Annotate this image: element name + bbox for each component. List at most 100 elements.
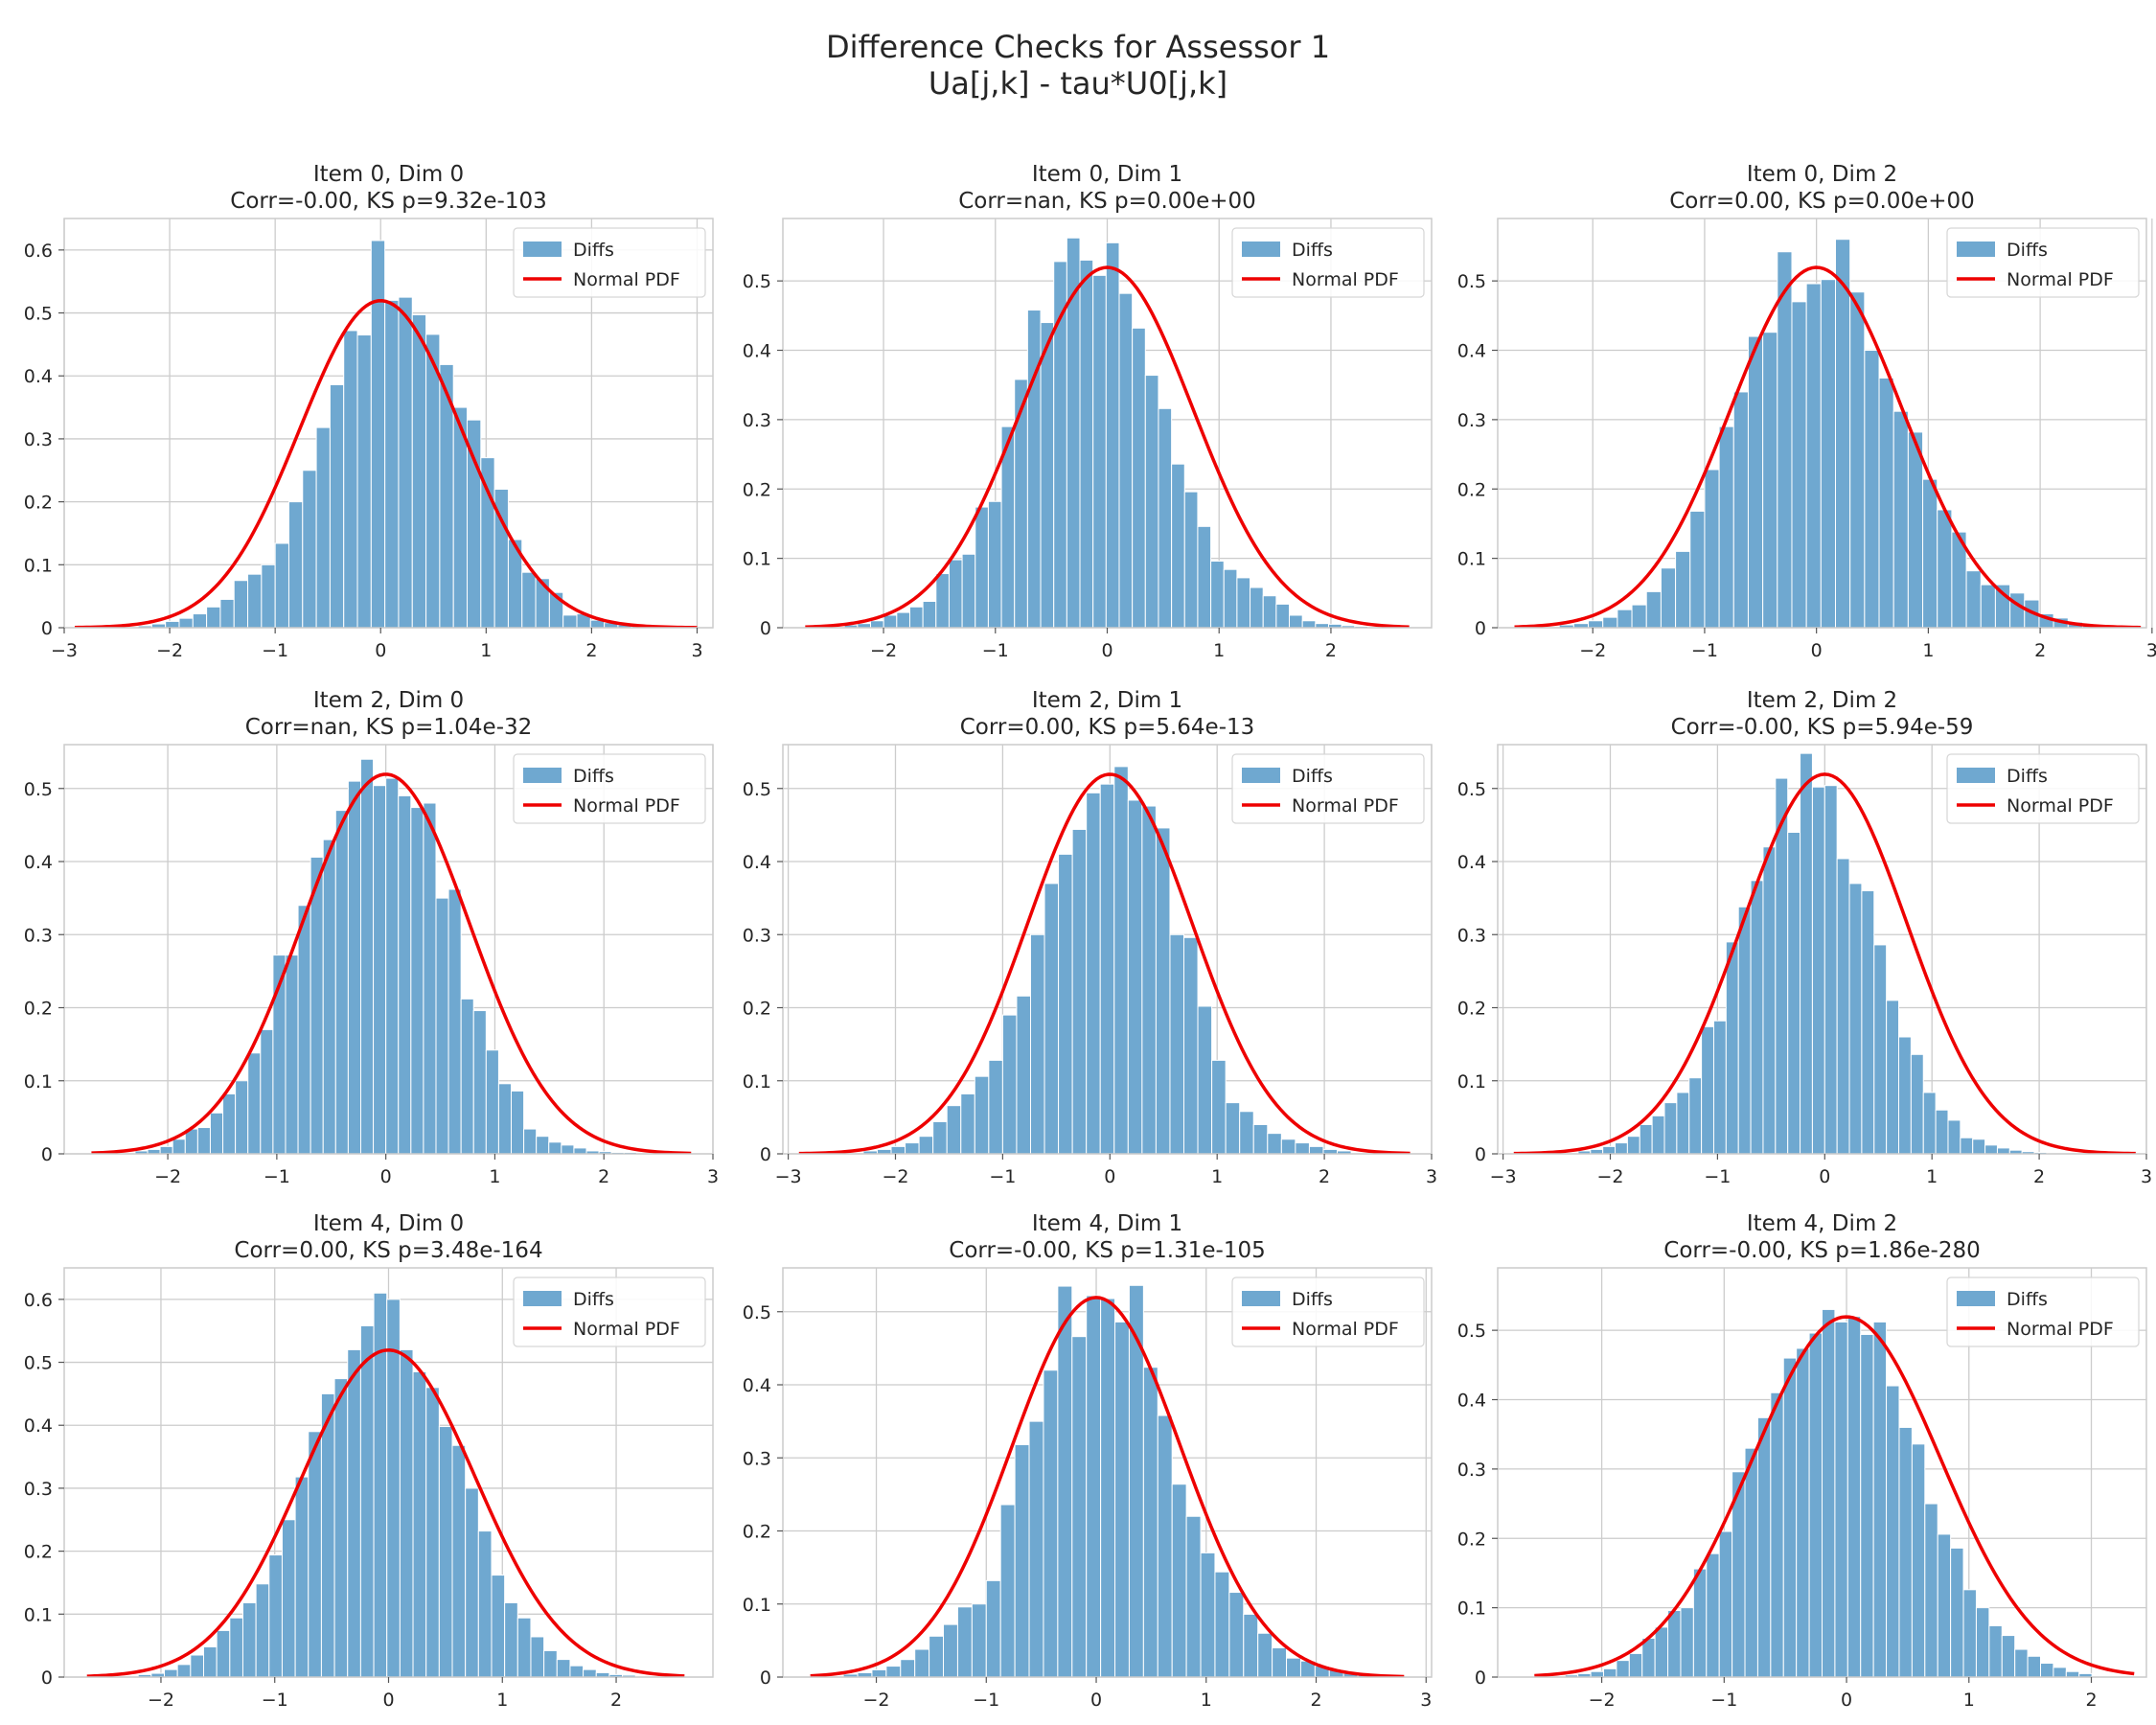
x-tick-label: 2 [2085,1690,2097,1711]
legend: Diffs Normal PDF [513,1276,706,1347]
histogram-bar [1040,322,1055,628]
histogram-bar [1617,609,1633,628]
histogram-bar [1910,1053,1924,1154]
subplot-7: −2 −1 0 1 2 3 0 0.1 0.2 0.3 0.4 0.5 Item 4, Dim 1Cor… [743,1211,1433,1711]
histogram-bar [943,1623,958,1677]
x-tick-label: 3 [2141,1166,2152,1187]
subplot-2: −2 −1 0 1 2 3 0 0.1 0.2 0.3 0.4 0.5 Item 0, Dim 2Cor… [1457,162,2156,661]
y-tick-label: 0 [41,1668,53,1689]
histogram-bar [1267,1133,1282,1154]
normal-pdf-curve [805,265,1410,628]
histogram-bar [1615,1142,1628,1154]
histogram-bar [411,314,427,628]
histogram-bar [308,1431,322,1677]
histogram-bar [1692,1568,1708,1677]
histogram-bar [1860,1333,1874,1677]
legend-swatch-diffs [1957,1291,1995,1306]
x-tick-label: 0 [1090,1690,1102,1711]
histogram-bar [1641,1637,1656,1677]
legend: Diffs Normal PDF [1231,227,1425,298]
axes-frame [1497,744,2147,1155]
x-tick-label: 1 [496,1690,508,1711]
bars [1564,1308,2093,1677]
histogram-bar [1014,379,1028,628]
histogram-bar [1750,880,1764,1154]
histogram-bar [1118,292,1134,628]
histogram-bar [451,1444,467,1677]
histogram-bar [1228,1592,1245,1677]
histogram-bar [1744,1447,1758,1677]
histogram-bar [573,1147,587,1154]
histogram-bar [477,1530,493,1677]
y-tick-label: 0.5 [24,1353,53,1374]
histogram-bar [322,839,336,1154]
legend-label-normal: Normal PDF [573,795,680,816]
histogram-bar [268,1554,283,1677]
y-tick-label: 0.2 [743,999,771,1020]
y-tick-label: 0.4 [743,341,771,362]
legend-swatch-diffs [523,242,562,257]
legend-label-diffs: Diffs [2007,240,2048,261]
x-tick-label: 3 [1420,1690,1432,1711]
y-tick-label: 0.4 [743,852,771,873]
histogram-bar [1016,995,1031,1154]
histogram-bar [556,1659,571,1677]
histogram-bar [385,777,400,1154]
x-tick-label: −2 [154,1166,181,1187]
y-tick-label: 0.2 [24,999,53,1020]
histogram-bar [1029,933,1045,1154]
histogram-bar [216,1629,231,1677]
histogram-bar [1044,883,1060,1154]
histogram-bar [1157,1414,1173,1677]
histogram-bar [1200,1552,1216,1677]
subplot-5: −3 −2 −1 0 1 2 3 0 0.1 0.2 0.3 0.4 0.5 Item 2, Dim 2C… [1457,688,2152,1187]
histogram-bar [1171,1484,1187,1677]
x-tick-label: 3 [1426,1166,1437,1187]
histogram-bar [425,1387,440,1677]
x-tick-label: −1 [1704,1166,1731,1187]
histogram-bar [384,299,400,628]
axes-frame [1497,1267,2147,1678]
histogram-bar [1654,1626,1669,1677]
histogram-bar [1142,1367,1158,1677]
x-tick-label: 3 [691,640,702,661]
y-tick-label: 0.5 [24,779,53,800]
histogram-bar [1861,890,1875,1154]
normal-pdf-curve [86,1348,685,1677]
legend: Diffs Normal PDF [1946,753,2140,824]
histogram-bar [1141,805,1157,1154]
histogram-bar [1848,883,1863,1154]
x-tick-label: −2 [863,1690,890,1711]
histogram-bar [1079,259,1094,628]
histogram-bar [1236,577,1251,628]
subplot-8: −2 −1 0 1 2 0 0.1 0.2 0.3 0.4 0.5 Item 4, Dim 2Corr… [1457,1211,2147,1711]
histogram-bar [398,296,413,628]
histogram-bar [1169,933,1185,1154]
histogram-bar [1210,561,1225,628]
x-tick-label: 2 [585,640,597,661]
histogram-bar [932,1120,948,1154]
histogram-bar [1777,251,1793,628]
histogram-bar [438,1426,453,1677]
histogram-bar [159,1145,173,1154]
y-tick-label: 0.4 [1457,1391,1486,1412]
subplot-title: Item 4, Dim 1 [1032,1211,1182,1236]
figure-title: Difference Checks for Assessor 1 [825,29,1331,65]
legend-label-diffs: Diffs [1292,766,1333,787]
y-tick-label: 0 [1475,618,1486,639]
x-tick-label: 0 [382,1690,394,1711]
histogram-bar [1937,509,1953,628]
y-tick-label: 0.4 [24,852,53,873]
y-tick-label: 0 [41,1144,53,1165]
y-tick-label: 0.4 [1457,341,1486,362]
histogram-bar [1676,1092,1690,1154]
histogram-bar [914,1648,930,1677]
histogram-bar [2027,1655,2042,1677]
y-tick-label: 0.1 [24,1071,53,1092]
histogram-bar [1028,1420,1044,1677]
histogram-bar [946,1105,962,1154]
y-tick-label: 0.3 [24,925,53,946]
x-tick-label: −1 [982,640,1009,661]
x-tick-label: −3 [51,640,78,661]
x-tick-label: 1 [1201,1690,1212,1711]
